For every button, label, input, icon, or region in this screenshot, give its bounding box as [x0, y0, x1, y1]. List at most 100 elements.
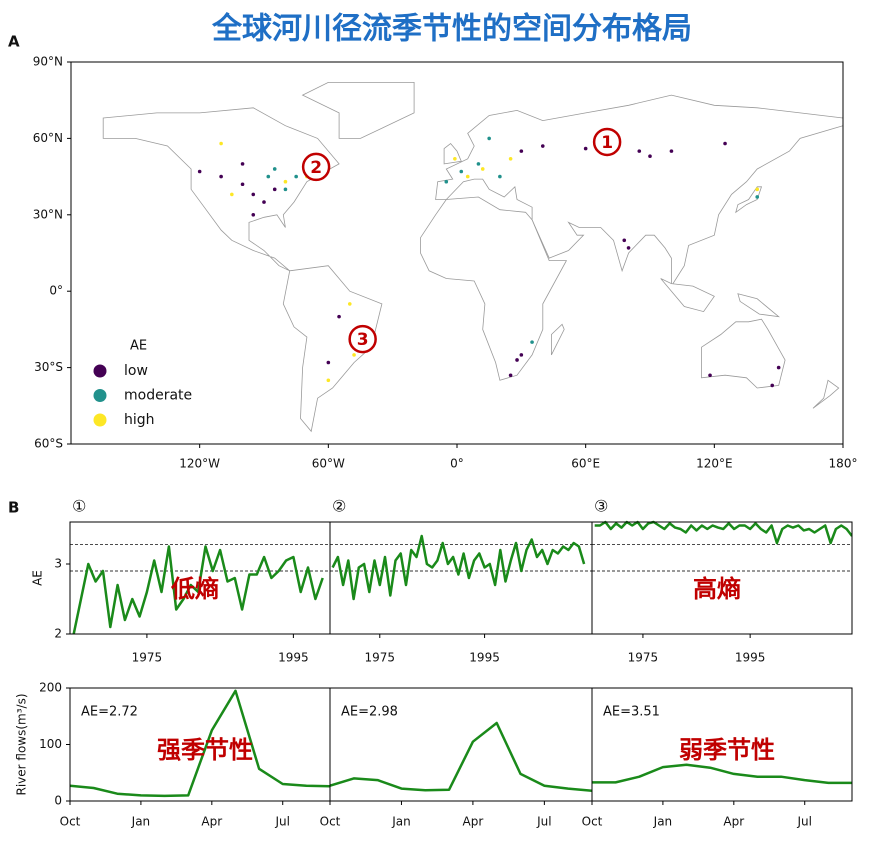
station-point: [453, 156, 457, 161]
station-point: [755, 195, 760, 199]
x-tick-label: 60°W: [312, 457, 345, 471]
panel-label: B: [8, 499, 19, 517]
data-line: [331, 534, 586, 601]
land: [301, 82, 415, 139]
station-point: [530, 340, 534, 344]
land: [812, 379, 840, 409]
x-tick-label: Jan: [653, 815, 673, 829]
ae-label: AE=2.98: [341, 705, 398, 720]
land: [443, 142, 462, 165]
panel-label: A: [8, 33, 20, 51]
legend-swatch: [93, 364, 107, 378]
ae-label: AE=3.51: [603, 705, 660, 720]
land: [435, 94, 843, 288]
station-point: [262, 200, 266, 204]
x-tick-label: Jan: [131, 815, 151, 829]
station-point: [515, 358, 519, 362]
station-point: [487, 136, 491, 141]
x-tick-label: 1975: [132, 651, 163, 665]
x-tick-label: 120°E: [696, 457, 733, 471]
station-point: [251, 213, 256, 217]
y-tick-label: 0°: [49, 284, 63, 298]
panel-header: ③: [594, 497, 608, 516]
data-line: [330, 721, 592, 793]
station-point: [240, 182, 245, 187]
y-axis-label: AE: [31, 570, 45, 586]
land: [551, 323, 565, 356]
x-tick-label: 60°E: [571, 457, 600, 471]
station-point: [465, 174, 470, 179]
station-point: [444, 179, 449, 184]
y-tick-label: 60°S: [34, 437, 63, 451]
annotation: 低熵: [170, 575, 219, 603]
station-point: [540, 144, 545, 148]
figure-title: 全球河川径流季节性的空间分布格局: [211, 12, 692, 47]
station-point: [669, 149, 674, 153]
legend-label: low: [124, 363, 148, 379]
x-tick-label: 180°: [829, 457, 858, 471]
land: [735, 186, 763, 214]
station-point: [326, 378, 331, 383]
y-tick-label: 0: [54, 794, 62, 808]
station-point: [626, 246, 631, 250]
ae-label: AE=2.72: [81, 705, 138, 720]
station-point: [272, 167, 277, 171]
x-tick-label: 1995: [469, 651, 500, 665]
land: [420, 196, 568, 381]
data-line: [70, 689, 330, 798]
legend-swatch: [93, 389, 107, 402]
station-point: [219, 141, 223, 146]
legend-label: high: [124, 412, 155, 428]
x-tick-label: Oct: [320, 815, 341, 829]
station-point: [637, 149, 642, 153]
x-tick-label: 1975: [628, 651, 659, 665]
land: [737, 293, 781, 318]
region-marker: [592, 127, 622, 157]
y-tick-label: 3: [54, 557, 62, 571]
map-area: [102, 82, 843, 433]
region-marker-label: 2: [310, 158, 322, 178]
station-point: [294, 174, 298, 179]
land: [282, 265, 383, 433]
x-tick-label: Jul: [796, 815, 811, 829]
panel-header: ①: [72, 497, 86, 516]
station-point: [648, 154, 652, 159]
x-tick-label: 1975: [365, 651, 396, 665]
y-tick-label: 30°N: [33, 207, 63, 221]
station-point: [519, 149, 524, 153]
station-point: [283, 179, 288, 184]
station-point: [770, 383, 775, 388]
station-point: [508, 156, 513, 161]
station-point: [776, 365, 781, 370]
annotation: 强季节性: [157, 736, 253, 764]
panel-frame: [591, 521, 853, 635]
station-point: [283, 187, 288, 192]
x-tick-label: Apr: [463, 815, 484, 829]
land: [660, 278, 715, 313]
x-tick-label: Oct: [60, 815, 81, 829]
region-marker-label: 1: [601, 133, 613, 153]
y-tick-label: 100: [39, 737, 62, 751]
annotation: 弱季节性: [679, 736, 775, 764]
station-point: [480, 167, 485, 171]
x-tick-label: Jan: [391, 815, 411, 829]
station-point: [326, 360, 331, 365]
x-tick-label: 1995: [278, 651, 309, 665]
station-point: [266, 174, 271, 179]
annotation: 高熵: [693, 575, 741, 603]
land: [701, 318, 786, 389]
y-tick-label: 200: [39, 681, 62, 695]
x-tick-label: 1995: [735, 651, 766, 665]
station-point: [723, 141, 727, 146]
y-tick-label: 30°S: [34, 360, 63, 374]
x-tick-label: Jul: [274, 815, 289, 829]
y-axis-label: River flows(m³/s): [15, 693, 29, 795]
x-tick-label: 120°W: [179, 457, 220, 471]
x-tick-label: Jul: [536, 815, 551, 829]
station-point: [219, 174, 223, 179]
station-point: [583, 146, 588, 151]
x-tick-label: 0°: [450, 457, 464, 471]
x-tick-label: Apr: [201, 815, 222, 829]
station-point: [240, 162, 245, 166]
